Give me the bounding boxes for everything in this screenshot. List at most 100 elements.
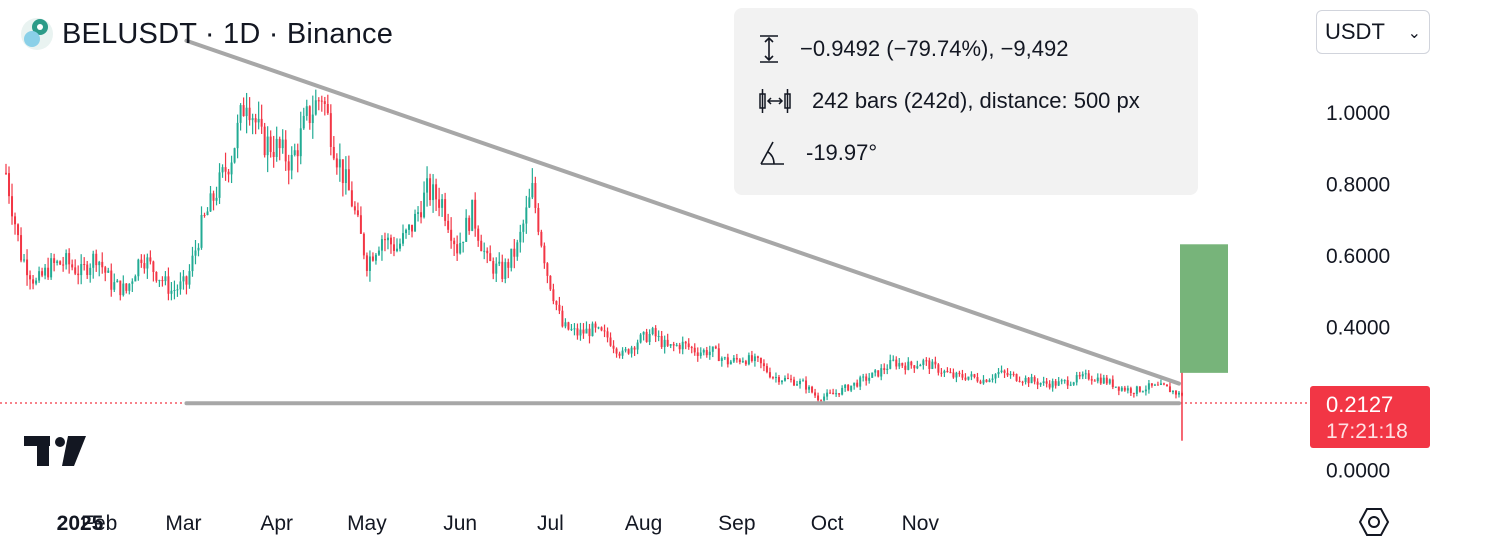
candle-body xyxy=(892,359,895,361)
candle-body xyxy=(320,100,323,102)
candle-body xyxy=(744,361,747,365)
candle-body xyxy=(459,242,462,254)
candle-body xyxy=(777,377,780,383)
candle-body xyxy=(817,395,820,401)
candle-body xyxy=(507,262,510,268)
tradingview-logo-icon[interactable] xyxy=(24,436,86,471)
candle-body xyxy=(988,379,991,382)
time-tick-label: 2025 xyxy=(57,512,104,535)
candle-body xyxy=(326,104,329,114)
candle-body xyxy=(877,370,880,377)
candle-body xyxy=(835,393,838,395)
candle-body xyxy=(531,183,534,198)
candle-body xyxy=(1036,381,1039,385)
candle-body xyxy=(347,169,350,191)
time-tick-label: Sep xyxy=(718,512,755,535)
candle-body xyxy=(729,361,732,365)
candle-body xyxy=(1057,381,1060,386)
candle-body xyxy=(161,280,164,282)
candle-body xyxy=(823,396,826,401)
candle-body xyxy=(386,237,389,241)
candle-body xyxy=(546,263,549,276)
currency-selector[interactable]: USDT ⌄ xyxy=(1316,10,1430,54)
candle-body xyxy=(1042,381,1045,383)
candle-body xyxy=(1051,381,1054,388)
candle-body xyxy=(245,107,248,117)
candle-body xyxy=(344,169,347,184)
candle-body xyxy=(239,105,242,123)
candle-body xyxy=(871,372,874,378)
candle-body xyxy=(107,270,110,273)
candle-body xyxy=(1069,384,1072,386)
candle-body xyxy=(152,261,155,272)
candle-body xyxy=(771,377,774,379)
candle-body xyxy=(1066,380,1069,386)
candle-body xyxy=(630,347,633,354)
candle-body xyxy=(8,173,11,197)
chevron-down-icon: ⌄ xyxy=(1407,25,1421,42)
candle-body xyxy=(1018,380,1021,382)
candle-body xyxy=(756,356,759,358)
candle-body xyxy=(38,271,41,281)
symbol-title[interactable]: BELUSDT · 1D · Binance xyxy=(62,17,394,50)
candle-body xyxy=(955,372,958,378)
angle-icon xyxy=(760,141,784,165)
bella-protocol-logo-icon[interactable] xyxy=(20,17,54,51)
descending-trendline[interactable] xyxy=(184,38,1181,386)
candle-body xyxy=(1105,377,1108,384)
candle-body xyxy=(1153,384,1156,386)
candle-body xyxy=(732,357,735,362)
candle-body xyxy=(143,263,146,269)
candle-body xyxy=(420,212,423,218)
candle-body xyxy=(1075,375,1078,383)
candle-body xyxy=(399,243,402,249)
candle-body xyxy=(1177,392,1180,395)
bars-range-row: 242 bars (242d), distance: 500 px xyxy=(758,86,1140,116)
time-tick-label: May xyxy=(347,512,387,535)
candle-body xyxy=(1021,381,1024,383)
symbol-header: BELUSDT · 1D · Binance xyxy=(20,14,393,54)
candle-body xyxy=(1117,386,1120,391)
candle-body xyxy=(850,385,853,391)
candle-body xyxy=(913,365,916,369)
candle-body xyxy=(50,258,53,278)
candle-body xyxy=(1108,379,1111,384)
candle-body xyxy=(949,372,952,374)
candle-body xyxy=(1015,374,1018,381)
price-change-text: −0.9492 (−79.74%), −9,492 xyxy=(800,36,1069,61)
candle-body xyxy=(86,264,89,276)
vertical-range-icon xyxy=(760,35,778,63)
candle-body xyxy=(362,233,365,256)
candle-body xyxy=(829,392,832,394)
candle-body xyxy=(1114,386,1117,388)
candle-body xyxy=(41,271,44,276)
chart-settings-icon[interactable] xyxy=(1358,506,1390,543)
candle-body xyxy=(104,267,107,273)
candle-body xyxy=(1171,390,1174,393)
candle-body xyxy=(537,207,540,232)
candle-body xyxy=(380,239,383,251)
candle-body xyxy=(741,361,744,363)
candle-body xyxy=(1060,380,1063,382)
price-axis[interactable]: 1.0000 0.8000 0.6000 0.4000 0.0000 xyxy=(1326,102,1390,482)
candle-body xyxy=(519,231,522,243)
candlesticks xyxy=(5,89,1183,441)
candle-body xyxy=(95,253,98,266)
candle-body xyxy=(176,289,179,291)
candle-body xyxy=(1141,391,1144,393)
candle-body xyxy=(287,161,290,171)
candle-body xyxy=(68,253,71,265)
candle-body xyxy=(699,352,702,356)
candle-body xyxy=(1090,379,1093,381)
candle-body xyxy=(672,344,675,346)
candle-body xyxy=(227,171,230,175)
candle-body xyxy=(588,328,591,337)
projection-target-box[interactable] xyxy=(1180,244,1228,373)
candle-body xyxy=(564,322,567,327)
candle-body xyxy=(1000,370,1003,373)
candle-body xyxy=(389,237,392,245)
candle-body xyxy=(332,146,335,159)
candle-body xyxy=(146,257,149,269)
